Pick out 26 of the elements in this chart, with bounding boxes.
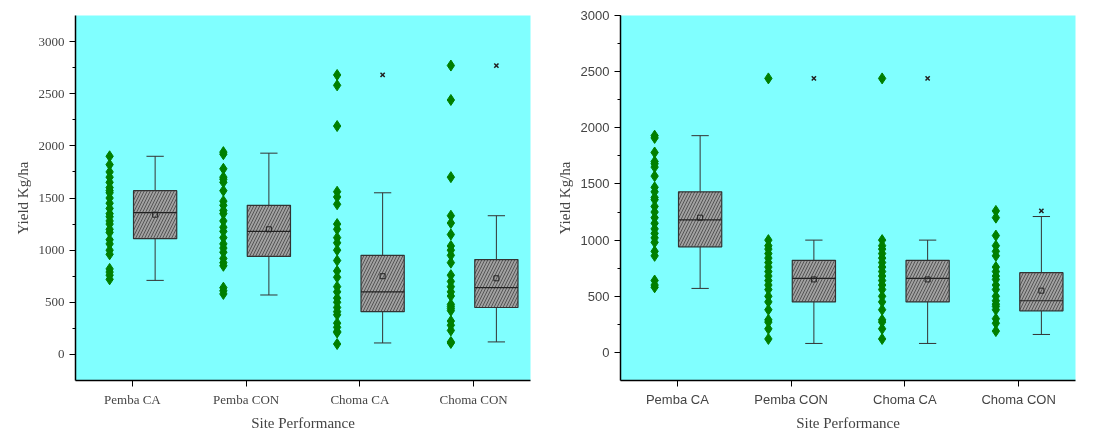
x-axis-title: Site Performance bbox=[251, 414, 356, 431]
y-tick-label: 2000 bbox=[580, 120, 610, 136]
x-tick-label: Pemba CON bbox=[754, 391, 828, 407]
y-tick-label: 1000 bbox=[580, 232, 610, 248]
x-tick-label: Pemba CA bbox=[104, 391, 162, 407]
y-tick-label: 3000 bbox=[38, 33, 65, 49]
x-tick-label: Pemba CA bbox=[645, 391, 710, 407]
x-tick-label: Choma CON bbox=[981, 391, 1056, 407]
y-tick-label: 0 bbox=[602, 344, 610, 360]
y-tick-label: 2000 bbox=[38, 137, 65, 153]
y-tick-label: 0 bbox=[58, 346, 65, 362]
y-axis-title: Yield Kg/ha bbox=[14, 161, 31, 235]
y-tick-label: 500 bbox=[45, 294, 65, 310]
y-axis-title: Yield Kg/ha bbox=[556, 161, 573, 235]
y-tick-label: 2500 bbox=[580, 64, 610, 80]
x-tick-label: Choma CA bbox=[873, 391, 937, 407]
y-tick-label: 3000 bbox=[580, 8, 610, 23]
y-tick-label: 1500 bbox=[580, 176, 610, 192]
x-tick-label: Pemba CON bbox=[213, 391, 280, 407]
x-tick-label: Choma CON bbox=[439, 391, 509, 407]
y-tick-label: 1500 bbox=[38, 190, 65, 205]
y-tick-label: 2500 bbox=[38, 85, 65, 101]
x-tick-label: Choma CA bbox=[330, 391, 390, 407]
y-tick-label: 1000 bbox=[38, 242, 65, 258]
x-axis-title: Site Performance bbox=[796, 414, 901, 431]
y-tick-label: 500 bbox=[587, 288, 610, 304]
